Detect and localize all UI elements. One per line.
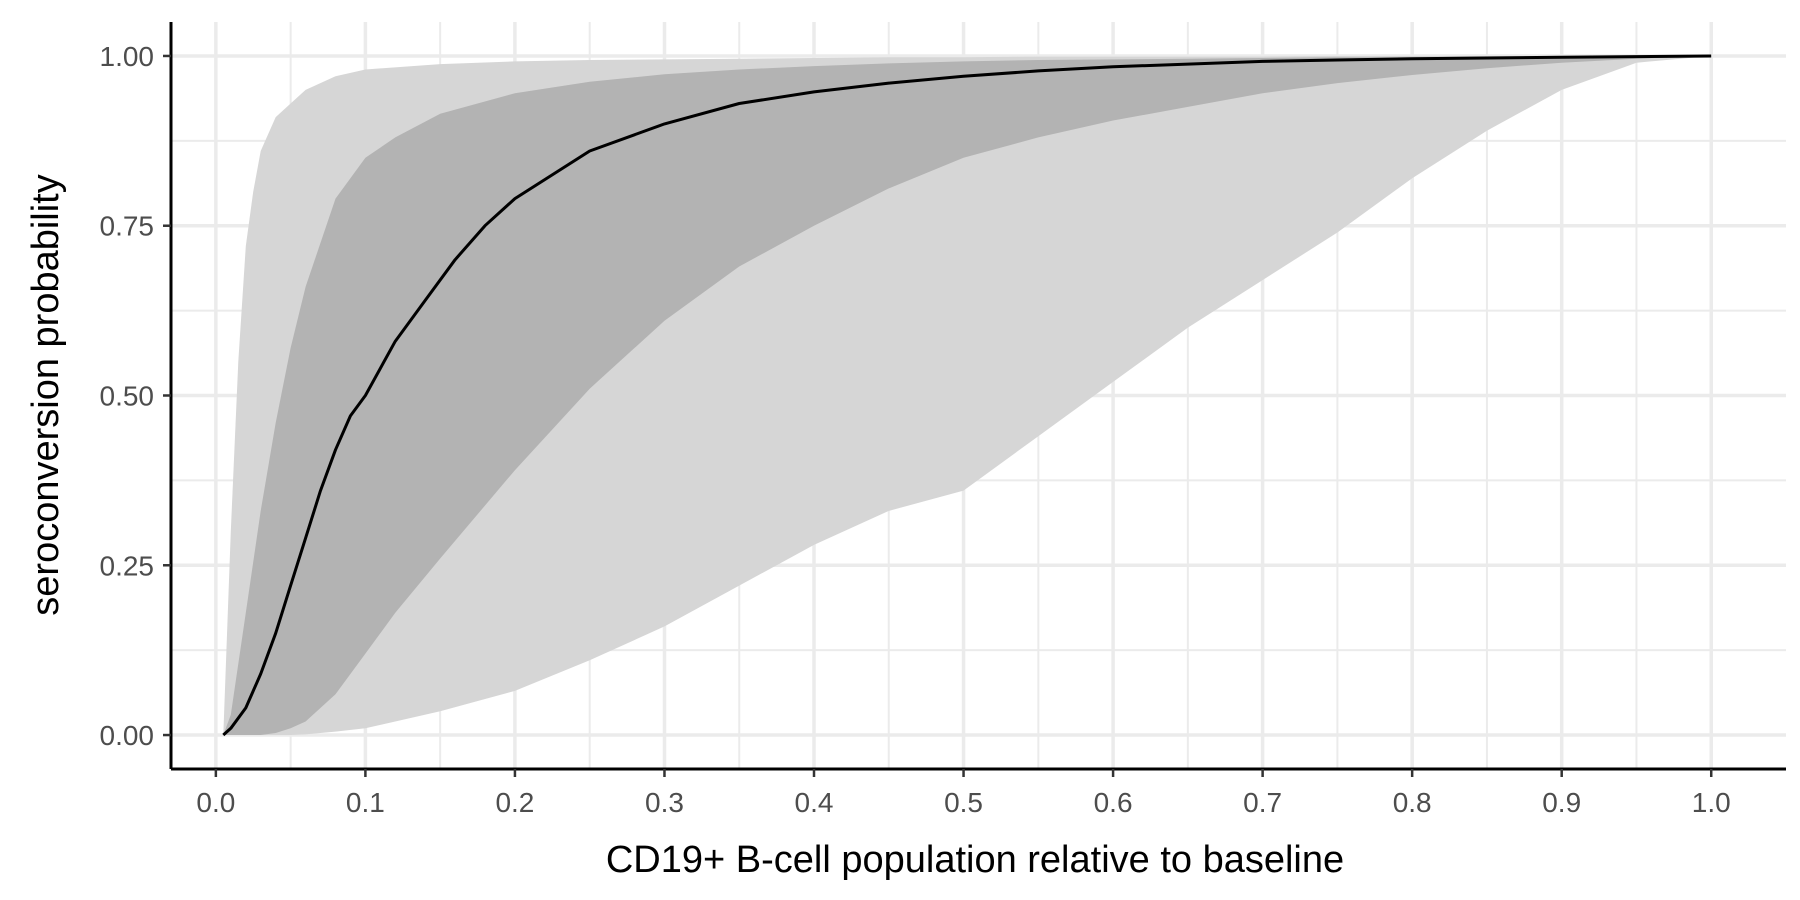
x-tick-label: 0.9 (1542, 787, 1581, 818)
median-curve (222, 54, 1712, 737)
y-tick-label: 1.00 (100, 41, 155, 72)
x-tick-label: 0.3 (645, 787, 684, 818)
tick-layer: 0.0 0.1 0.2 0.3 0.4 0.5 0.6 0.7 0.8 0.9 1.0 0.00 0.2… (100, 41, 1731, 818)
inner-credible-band (223, 56, 1712, 735)
y-tick-label: 0.50 (100, 381, 155, 412)
x-tick-label: 0.5 (944, 787, 983, 818)
y-tick-label: 0.75 (100, 211, 155, 242)
x-tick-label: 1.0 (1692, 787, 1731, 818)
x-tick-label: 0.0 (196, 787, 235, 818)
y-axis-title: seroconversion probability (25, 174, 67, 615)
x-tick-label: 0.8 (1393, 787, 1432, 818)
y-tick-label: 0.25 (100, 550, 155, 581)
band-layer (223, 56, 1712, 735)
x-tick-label: 0.4 (795, 787, 834, 818)
x-axis-title: CD19+ B-cell population relative to base… (606, 839, 1344, 881)
y-tick-label: 0.00 (100, 720, 155, 751)
x-tick-label: 0.7 (1243, 787, 1282, 818)
line-layer (222, 54, 1712, 737)
x-tick-label: 0.2 (495, 787, 534, 818)
x-tick-label: 0.1 (346, 787, 385, 818)
x-tick-label: 0.6 (1094, 787, 1133, 818)
